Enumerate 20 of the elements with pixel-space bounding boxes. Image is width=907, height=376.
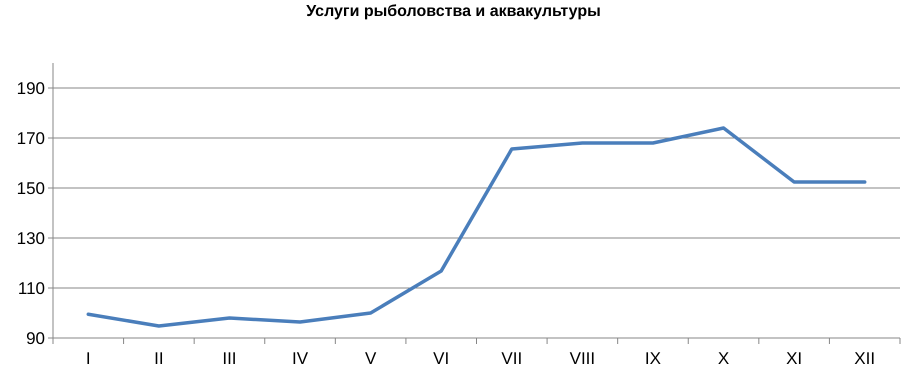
x-tick-label: VIII <box>570 349 596 368</box>
y-tick-label: 190 <box>16 78 45 98</box>
x-tick-label: IV <box>292 349 309 368</box>
x-tick-label: III <box>222 349 237 368</box>
x-tick-label: XI <box>786 349 802 368</box>
line-series <box>86 126 866 328</box>
x-tick-label: II <box>154 349 164 368</box>
y-tick-label: 110 <box>18 278 45 298</box>
x-tick-label: VII <box>501 349 522 368</box>
x-tick-label: XII <box>854 349 876 368</box>
y-tick-label: 170 <box>16 128 45 148</box>
y-tick-label: 130 <box>16 228 45 248</box>
y-tick-label: 90 <box>26 328 45 348</box>
chart-title: Услуги рыболовства и аквакультуры <box>306 3 601 20</box>
x-tick-label: I <box>86 349 91 368</box>
x-tick-label: VI <box>433 349 450 368</box>
x-tick-label: X <box>718 349 730 368</box>
x-tick-label: V <box>364 349 377 368</box>
x-tick-label: IX <box>644 349 661 368</box>
y-tick-label: 150 <box>16 178 45 198</box>
